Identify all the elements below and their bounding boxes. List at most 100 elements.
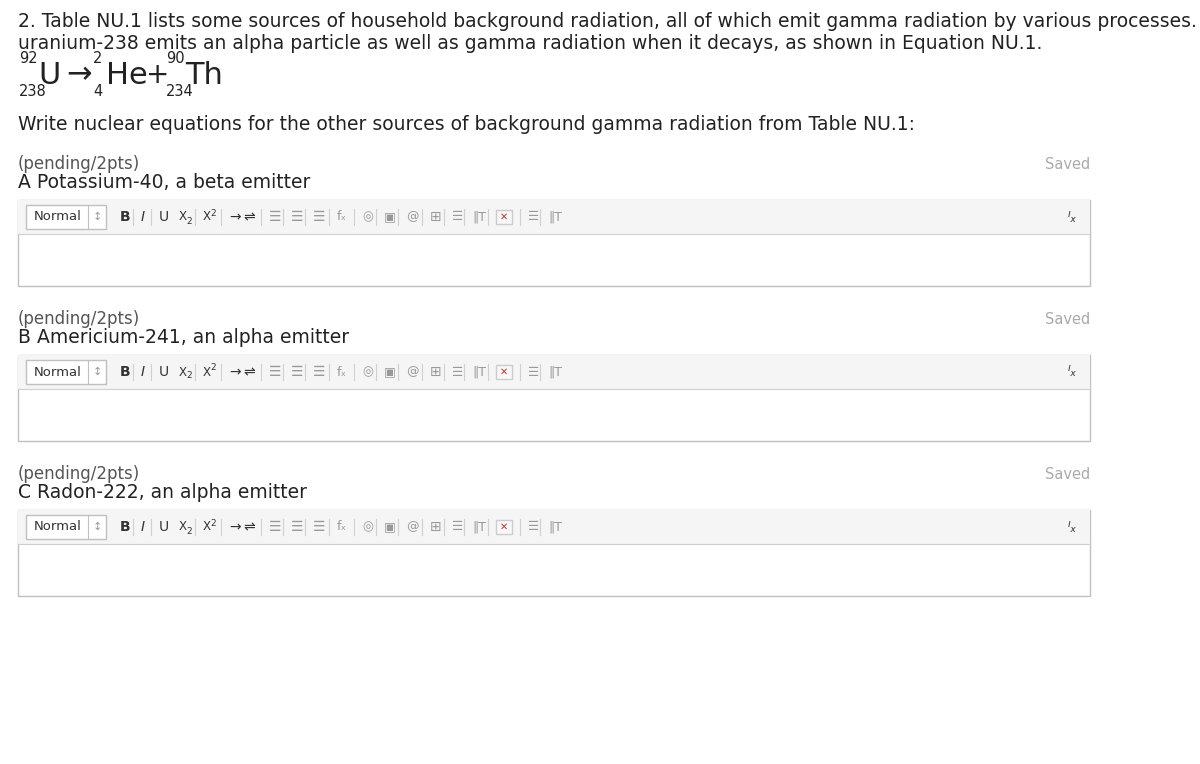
Text: Saved: Saved — [1045, 467, 1090, 482]
Text: 92: 92 — [19, 51, 37, 66]
FancyBboxPatch shape — [496, 210, 512, 224]
Text: U: U — [38, 60, 60, 89]
FancyBboxPatch shape — [26, 515, 106, 539]
Text: @: @ — [406, 365, 419, 378]
Text: ☰: ☰ — [452, 211, 463, 224]
Text: 238: 238 — [19, 84, 47, 99]
Text: ▣: ▣ — [384, 520, 396, 533]
Text: ↕: ↕ — [94, 367, 102, 377]
Text: I: I — [142, 365, 145, 379]
Text: ◎: ◎ — [362, 211, 373, 224]
Text: U: U — [158, 520, 169, 534]
Text: (pending/2pts): (pending/2pts) — [18, 310, 140, 328]
Text: X: X — [203, 211, 211, 224]
Text: A Potassium-40, a beta emitter: A Potassium-40, a beta emitter — [18, 173, 311, 192]
Text: @: @ — [406, 211, 419, 224]
Text: uranium-238 emits an alpha particle as well as gamma radiation when it decays, a: uranium-238 emits an alpha particle as w… — [18, 34, 1043, 53]
Text: ☰: ☰ — [269, 520, 282, 534]
Text: ‖T: ‖T — [548, 520, 562, 533]
Text: ✕: ✕ — [500, 522, 508, 532]
Text: I: I — [142, 210, 145, 224]
Text: Normal: Normal — [34, 365, 82, 378]
Text: X: X — [179, 365, 187, 378]
FancyBboxPatch shape — [496, 520, 512, 534]
Text: ☰: ☰ — [313, 520, 325, 534]
Text: B Americium-241, an alpha emitter: B Americium-241, an alpha emitter — [18, 328, 349, 347]
Text: Saved: Saved — [1045, 312, 1090, 327]
FancyBboxPatch shape — [26, 205, 106, 229]
Text: +: + — [146, 61, 169, 89]
Text: 2: 2 — [186, 526, 192, 536]
Text: fₓ: fₓ — [337, 211, 347, 224]
Bar — [18, 355, 1090, 441]
Text: ☰: ☰ — [528, 520, 539, 533]
Text: ‖T: ‖T — [548, 211, 562, 224]
Text: ‖T: ‖T — [472, 365, 486, 378]
Text: Normal: Normal — [34, 211, 82, 224]
Text: ▣: ▣ — [384, 211, 396, 224]
Text: I: I — [142, 520, 145, 534]
Text: ᴵₓ: ᴵₓ — [1068, 209, 1078, 225]
Text: U: U — [158, 365, 169, 379]
Text: B: B — [120, 365, 131, 379]
Text: 2: 2 — [210, 364, 216, 373]
Text: ‖T: ‖T — [472, 520, 486, 533]
Text: ☰: ☰ — [292, 520, 304, 534]
Text: (pending/2pts): (pending/2pts) — [18, 465, 140, 483]
FancyBboxPatch shape — [496, 365, 512, 379]
Text: He: He — [106, 60, 148, 89]
Text: ◎: ◎ — [362, 365, 373, 378]
Bar — [18, 510, 1090, 544]
Text: @: @ — [406, 520, 419, 533]
Text: ☰: ☰ — [528, 211, 539, 224]
Text: ‖T: ‖T — [548, 365, 562, 378]
Text: Th: Th — [185, 60, 223, 89]
Text: ☰: ☰ — [313, 365, 325, 379]
Text: 90: 90 — [166, 51, 185, 66]
Text: 2: 2 — [94, 51, 102, 66]
Text: ⊞: ⊞ — [430, 520, 442, 534]
Text: →: → — [229, 365, 241, 379]
Text: ▣: ▣ — [384, 365, 396, 378]
Text: Write nuclear equations for the other sources of background gamma radiation from: Write nuclear equations for the other so… — [18, 115, 916, 134]
Text: B: B — [120, 210, 131, 224]
Bar — [18, 200, 1090, 286]
Text: ✕: ✕ — [500, 212, 508, 222]
Text: →: → — [229, 520, 241, 534]
Text: X: X — [203, 520, 211, 533]
Text: ✕: ✕ — [500, 367, 508, 377]
Text: ☰: ☰ — [452, 520, 463, 533]
Text: 4: 4 — [94, 84, 102, 99]
Text: X: X — [203, 365, 211, 378]
Text: ☰: ☰ — [292, 365, 304, 379]
FancyBboxPatch shape — [26, 360, 106, 384]
Text: fₓ: fₓ — [337, 365, 347, 378]
Text: X: X — [179, 211, 187, 224]
Text: 2. Table NU.1 lists some sources of household background radiation, all of which: 2. Table NU.1 lists some sources of hous… — [18, 12, 1200, 31]
Text: 2: 2 — [210, 209, 216, 218]
Text: ⇌: ⇌ — [242, 365, 254, 379]
Text: ☰: ☰ — [452, 365, 463, 378]
Text: Saved: Saved — [1045, 157, 1090, 172]
Text: B: B — [120, 520, 131, 534]
Text: ⇌: ⇌ — [242, 520, 254, 534]
Text: →: → — [229, 210, 241, 224]
Text: ⊞: ⊞ — [430, 210, 442, 224]
Text: ‖T: ‖T — [472, 211, 486, 224]
Text: ᴵₓ: ᴵₓ — [1068, 364, 1078, 380]
Text: ☰: ☰ — [292, 210, 304, 224]
Bar — [18, 510, 1090, 596]
Text: X: X — [179, 520, 187, 533]
Text: ↕: ↕ — [94, 212, 102, 222]
Text: ☰: ☰ — [269, 365, 282, 379]
Text: ☰: ☰ — [528, 365, 539, 378]
Text: fₓ: fₓ — [337, 520, 347, 533]
Text: ⊞: ⊞ — [430, 365, 442, 379]
Text: 2: 2 — [186, 216, 192, 225]
Text: ☰: ☰ — [269, 210, 282, 224]
Text: Normal: Normal — [34, 520, 82, 533]
Text: ↕: ↕ — [94, 522, 102, 532]
Bar — [18, 355, 1090, 389]
Text: 2: 2 — [186, 371, 192, 380]
Text: C Radon-222, an alpha emitter: C Radon-222, an alpha emitter — [18, 483, 307, 502]
